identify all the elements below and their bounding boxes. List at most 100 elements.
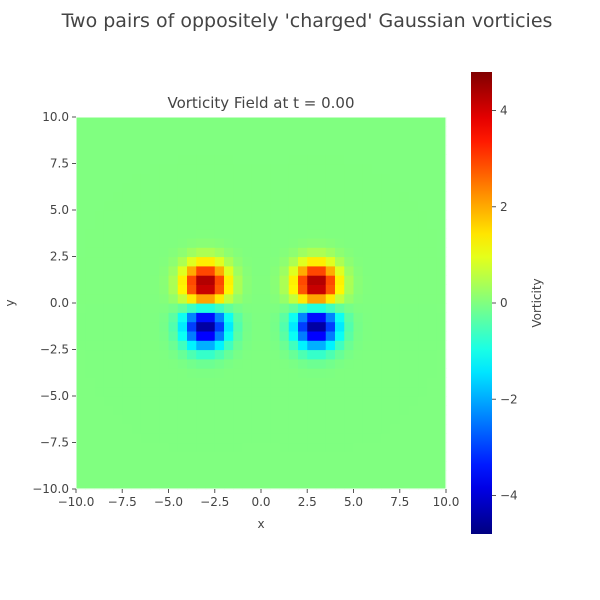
heatmap-cell (261, 237, 271, 248)
heatmap-cell (335, 182, 345, 192)
heatmap-cell (187, 423, 197, 434)
heatmap-cell (150, 433, 160, 444)
heatmap-cell (113, 303, 123, 313)
heatmap-cell (261, 117, 271, 127)
heatmap-cell (159, 182, 170, 192)
heatmap-cell (399, 386, 410, 397)
heatmap-cell (316, 442, 327, 453)
heatmap-cell (251, 117, 262, 127)
y-tick-label: 2.5 (50, 250, 69, 264)
heatmap-cell (131, 265, 142, 276)
heatmap-cell (270, 442, 281, 453)
heatmap-cell (205, 117, 216, 127)
heatmap-cell (168, 396, 179, 406)
heatmap-cell (196, 321, 207, 332)
heatmap-cell (150, 479, 160, 490)
heatmap-cell (94, 135, 105, 146)
heatmap-cell (150, 126, 160, 137)
heatmap-cell (233, 461, 244, 471)
heatmap-cell (261, 284, 271, 295)
heatmap-cell (390, 414, 401, 425)
heatmap-cell (372, 377, 382, 388)
heatmap-cell (122, 349, 133, 360)
heatmap-cell (177, 163, 188, 174)
heatmap-cell (418, 247, 429, 258)
heatmap-cell (150, 470, 160, 481)
heatmap-cell (242, 423, 253, 434)
heatmap-cell (427, 358, 438, 369)
heatmap-cell (177, 414, 188, 425)
heatmap-cell (150, 247, 160, 258)
heatmap-cell (418, 321, 429, 332)
y-axis-label: y (3, 299, 17, 306)
heatmap-cell (214, 200, 225, 211)
heatmap-cell (159, 247, 170, 258)
heatmap-cell (381, 191, 392, 202)
heatmap-cell (418, 200, 429, 211)
heatmap-cell (362, 303, 373, 313)
heatmap-cell (298, 396, 308, 406)
heatmap-cell (214, 117, 225, 127)
heatmap-cell (381, 442, 392, 453)
heatmap-cell (251, 275, 262, 285)
heatmap-cell (224, 358, 234, 369)
heatmap-cell (122, 414, 133, 425)
heatmap-cell (372, 210, 382, 220)
heatmap-cell (85, 293, 96, 304)
heatmap-cell (307, 191, 318, 202)
heatmap-cell (205, 349, 216, 360)
heatmap-cell (140, 182, 151, 192)
heatmap-cell (187, 340, 197, 351)
heatmap-cell (288, 256, 299, 267)
heatmap-cell (436, 293, 447, 304)
heatmap-cell (122, 303, 133, 313)
heatmap-cell (335, 126, 345, 137)
heatmap-cell (279, 172, 290, 183)
heatmap-cell (298, 358, 308, 369)
heatmap-cell (307, 349, 318, 360)
heatmap-cell (427, 247, 438, 258)
heatmap-cell (372, 154, 382, 165)
heatmap-cell (325, 126, 336, 137)
heatmap-cell (390, 172, 401, 183)
heatmap-cell (261, 247, 271, 258)
heatmap-cell (205, 433, 216, 444)
heatmap-cell (436, 228, 447, 239)
heatmap-cell (372, 237, 382, 248)
heatmap-cell (177, 210, 188, 220)
heatmap-cell (196, 349, 207, 360)
heatmap-cell (187, 163, 197, 174)
heatmap-cell (399, 358, 410, 369)
heatmap-cell (122, 470, 133, 481)
heatmap-cell (85, 312, 96, 323)
heatmap-cell (122, 265, 133, 276)
heatmap-cell (76, 256, 86, 267)
heatmap-cell (399, 210, 410, 220)
heatmap-cell (214, 358, 225, 369)
heatmap-cell (94, 144, 105, 155)
heatmap-cell (159, 321, 170, 332)
heatmap-cell (381, 451, 392, 462)
heatmap-cell (168, 340, 179, 351)
heatmap-cell (205, 461, 216, 471)
heatmap-cell (344, 377, 355, 388)
heatmap-cell (214, 219, 225, 230)
heatmap-cell (131, 163, 142, 174)
heatmap-cell (85, 368, 96, 378)
heatmap-cell (353, 321, 364, 332)
heatmap-cell (159, 358, 170, 369)
heatmap-cell (362, 470, 373, 481)
heatmap-cell (381, 200, 392, 211)
heatmap-cell (409, 237, 419, 248)
heatmap-cell (381, 330, 392, 341)
heatmap-cell (344, 284, 355, 295)
heatmap-cell (224, 135, 234, 146)
heatmap-cell (187, 358, 197, 369)
heatmap-cell (214, 191, 225, 202)
colorbar-label: Vorticity (530, 278, 544, 327)
heatmap-cell (233, 386, 244, 397)
heatmap-cell (353, 423, 364, 434)
heatmap-cell (224, 461, 234, 471)
heatmap-cell (372, 293, 382, 304)
heatmap-cell (298, 191, 308, 202)
